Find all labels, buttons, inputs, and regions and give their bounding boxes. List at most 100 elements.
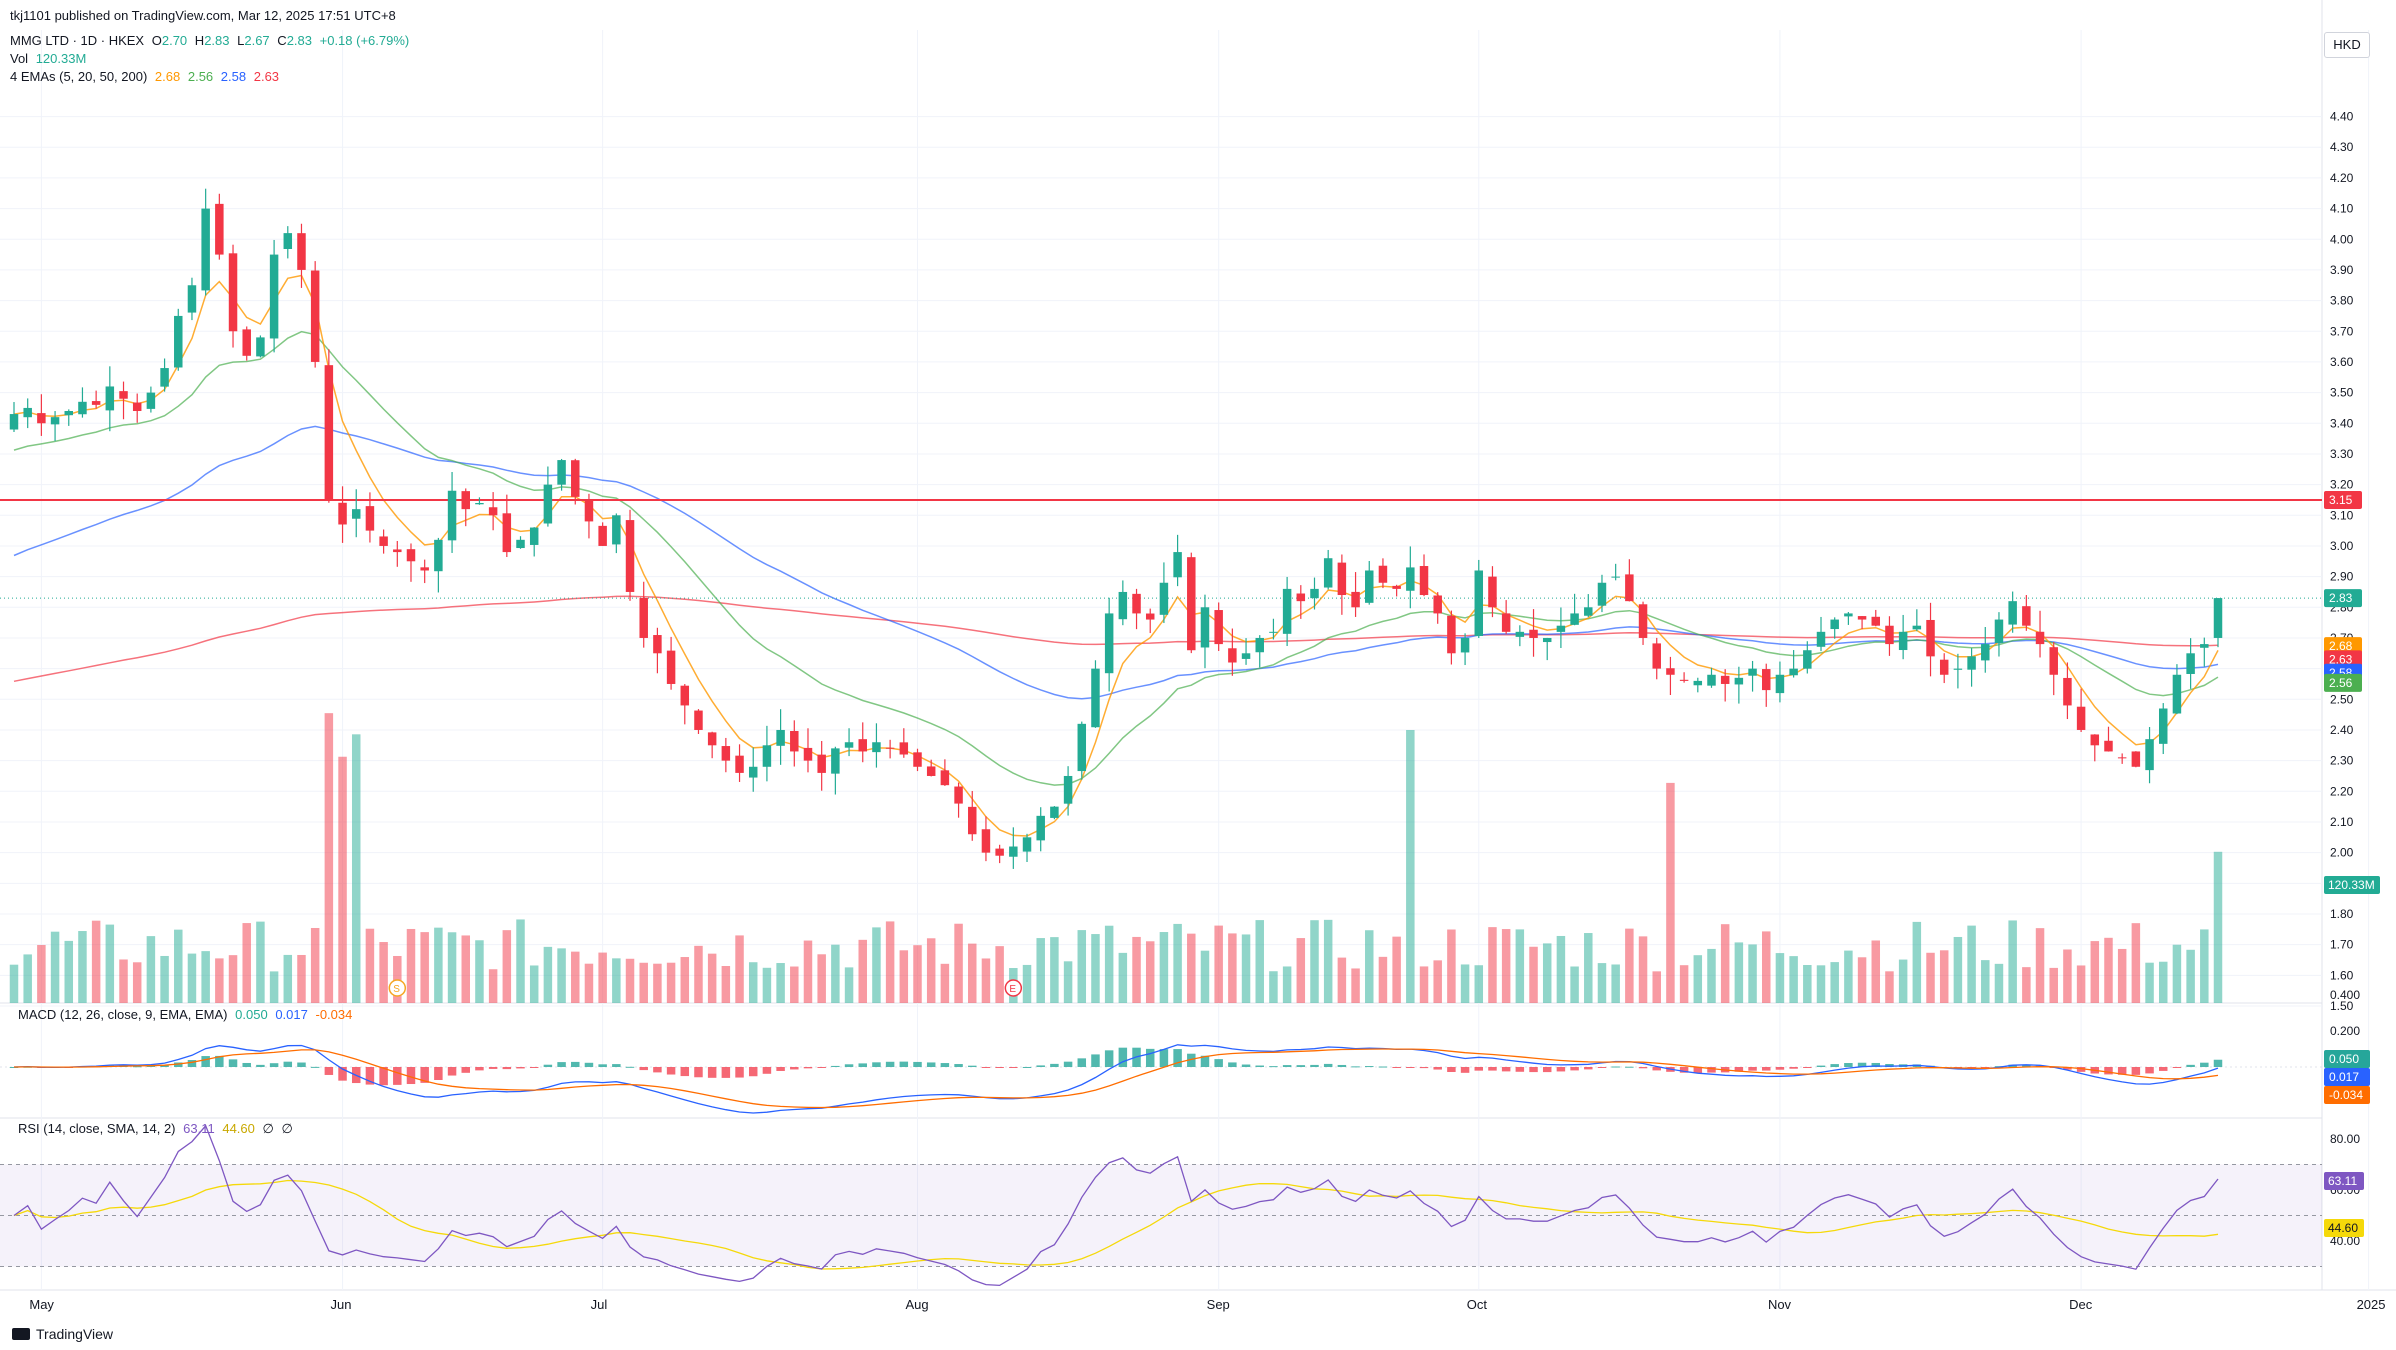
- currency-button[interactable]: HKD: [2324, 32, 2370, 58]
- macd-legend[interactable]: MACD (12, 26, close, 9, EMA, EMA) 0.050 …: [18, 1007, 356, 1022]
- candle-body: [119, 391, 128, 399]
- macd-histogram-bar: [310, 1066, 320, 1068]
- price-tick-label: 1.80: [2330, 907, 2354, 921]
- candle-body: [1542, 637, 1552, 643]
- publish-info: tkj1101 published on TradingView.com, Ma…: [10, 8, 400, 23]
- volume-bar: [2090, 941, 2100, 1003]
- macd-histogram-bar: [2200, 1062, 2209, 1067]
- candle-body: [1803, 650, 1812, 669]
- volume-bar: [1748, 944, 1757, 1003]
- volume-bar: [1269, 971, 1278, 1003]
- volume-bar: [1050, 937, 1059, 1003]
- macd-histogram-bar: [215, 1055, 224, 1067]
- macd-histogram-bar: [1200, 1055, 1210, 1067]
- candle-body: [2131, 751, 2141, 767]
- candle-body: [1419, 566, 1429, 596]
- price-badge: 2.63: [2329, 652, 2353, 666]
- macd-histogram-bar: [639, 1067, 648, 1071]
- macd-histogram-bar: [1447, 1067, 1456, 1072]
- candle-body: [2200, 644, 2209, 648]
- macd-histogram-bar: [748, 1067, 758, 1077]
- candle-body: [2117, 757, 2127, 759]
- candle-body: [1187, 557, 1196, 651]
- candle-body: [1816, 631, 1826, 647]
- macd-histogram-bar: [160, 1064, 169, 1067]
- volume-bar: [516, 919, 525, 1003]
- volume-bar: [1036, 938, 1045, 1003]
- event-marker: [1004, 979, 1023, 997]
- candle-body: [584, 500, 594, 522]
- volume-bar: [2076, 965, 2086, 1003]
- macd-histogram-bar: [981, 1067, 991, 1068]
- volume-bar: [37, 944, 46, 1003]
- candle-body: [1529, 629, 1538, 638]
- symbol-legend[interactable]: MMG LTD · 1D · HKEX O2.70 H2.83 L2.67 C2…: [10, 33, 413, 48]
- volume-bar: [1214, 925, 1223, 1003]
- macd-histogram-bar: [653, 1067, 662, 1073]
- volume-bar: [1625, 928, 1634, 1003]
- macd-histogram-bar: [803, 1067, 813, 1069]
- rsi-ma-value: 44.60: [222, 1121, 255, 1136]
- candle-body: [1406, 567, 1415, 591]
- volume-bar: [1734, 942, 1744, 1003]
- price-badge-bg: [2324, 490, 2362, 509]
- time-tick-label: Dec: [2069, 1297, 2093, 1312]
- volume-bar: [1351, 968, 1360, 1003]
- volume-bar: [174, 929, 183, 1003]
- volume-legend[interactable]: Vol 120.33M: [10, 51, 90, 66]
- macd-badge: 0.017: [2329, 1070, 2359, 1084]
- ema-label: 4 EMAs (5, 20, 50, 200): [10, 69, 148, 84]
- candle-body: [707, 732, 717, 746]
- candle-body: [1351, 591, 1360, 608]
- candle-body: [1255, 637, 1264, 653]
- macd-histogram-bar: [1857, 1062, 1867, 1067]
- macd-histogram-bar: [1365, 1066, 1374, 1068]
- candle-body: [310, 270, 320, 362]
- event-marker-glyph: E: [1009, 984, 1016, 995]
- macd-histogram-bar: [2158, 1067, 2168, 1071]
- volume-bar: [680, 957, 690, 1003]
- ema-legend[interactable]: 4 EMAs (5, 20, 50, 200) 2.68 2.56 2.58 2…: [10, 69, 283, 84]
- candle-body: [1912, 625, 1922, 630]
- macd-histogram-bar: [1077, 1058, 1087, 1067]
- candle-body: [995, 848, 1004, 856]
- volume-bar: [1296, 938, 1306, 1003]
- macd-histogram-bar: [1022, 1066, 1032, 1068]
- candle-body: [543, 484, 553, 524]
- price-badge: 3.15: [2329, 493, 2353, 507]
- candle-body: [1228, 648, 1237, 663]
- candle-body: [1118, 591, 1128, 620]
- volume-bar: [1542, 943, 1552, 1003]
- macd-signal-value: -0.034: [315, 1007, 353, 1022]
- volume-bar: [1844, 950, 1853, 1003]
- candle-body: [1981, 644, 1990, 661]
- volume-bar: [968, 943, 977, 1003]
- macd-histogram-bar: [1323, 1063, 1333, 1067]
- candle-body: [2172, 674, 2182, 714]
- volume-bar: [721, 965, 731, 1003]
- macd-histogram-bar: [1515, 1067, 1525, 1072]
- volume-bar: [1926, 952, 1935, 1003]
- time-tick-label: Aug: [906, 1297, 929, 1312]
- tradingview-logo[interactable]: TradingView: [12, 1326, 113, 1342]
- macd-histogram-bar: [899, 1061, 909, 1067]
- macd-histogram-bar: [1063, 1061, 1073, 1067]
- rsi-legend[interactable]: RSI (14, close, SMA, 14, 2) 63.11 44.60 …: [18, 1121, 297, 1137]
- macd-histogram-bar: [146, 1065, 156, 1067]
- candle-body: [926, 766, 936, 776]
- price-tick-label: 3.90: [2330, 263, 2354, 277]
- candle-body: [283, 233, 293, 250]
- volume-bar: [91, 920, 101, 1003]
- candle-body: [1077, 723, 1087, 772]
- macd-histogram-bar: [1488, 1067, 1497, 1071]
- volume-bar: [584, 963, 594, 1003]
- volume-bar: [2022, 967, 2031, 1003]
- volume-bar: [666, 962, 676, 1003]
- price-tick-label: 3.20: [2330, 478, 2354, 492]
- macd-histogram-bar: [571, 1061, 580, 1067]
- symbol-title: MMG LTD · 1D · HKEX: [10, 33, 145, 48]
- macd-histogram-bar: [926, 1062, 936, 1067]
- candle-body: [1926, 619, 1935, 657]
- macd-signal-line: [13, 1048, 2219, 1109]
